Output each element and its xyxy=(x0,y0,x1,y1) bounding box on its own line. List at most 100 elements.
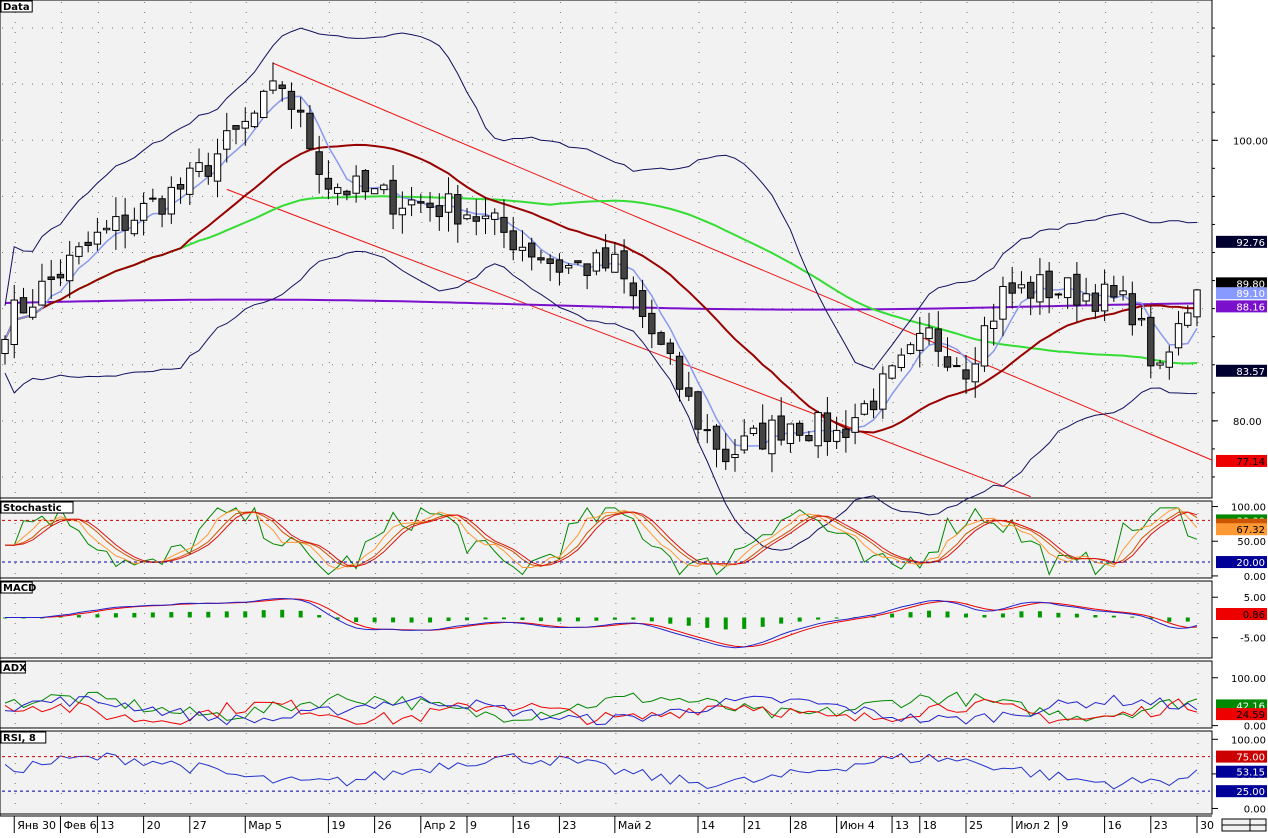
candle xyxy=(675,355,684,390)
value-label-box xyxy=(1216,523,1267,536)
candle xyxy=(121,214,129,231)
candle xyxy=(1174,323,1183,349)
value-label-text: 25.00 xyxy=(1236,787,1265,798)
candle xyxy=(906,344,915,355)
macd-histogram-bar xyxy=(538,617,543,622)
value-label-text: 88.16 xyxy=(1236,302,1265,313)
candle xyxy=(47,276,55,280)
candle xyxy=(444,193,453,213)
indicator-ytick-label: 0.00 xyxy=(1244,722,1266,733)
value-label-text: 67.32 xyxy=(1236,525,1265,536)
candle xyxy=(666,342,675,354)
indicator-ytick-label: 5.00 xyxy=(1244,593,1266,604)
x-tick-label: Фев 6 xyxy=(63,819,96,832)
x-tick-label: 23 xyxy=(1154,819,1168,832)
indicator-ytick-label: 100.00 xyxy=(1231,503,1266,514)
macd-histogram-bar xyxy=(686,617,691,626)
candle xyxy=(260,90,268,119)
candle xyxy=(287,90,296,110)
x-tick-label: 9 xyxy=(470,819,477,832)
candle xyxy=(851,417,859,433)
candle xyxy=(56,273,65,279)
macd-histogram-bar xyxy=(834,617,839,619)
macd-histogram-bar xyxy=(206,611,211,618)
x-tick-label: Июл 2 xyxy=(1015,819,1050,832)
candle xyxy=(731,454,739,459)
macd-histogram-bar xyxy=(317,615,322,618)
macd-histogram-bar xyxy=(705,617,710,628)
macd-histogram-bar xyxy=(1037,611,1042,618)
x-tick-label: 16 xyxy=(516,819,530,832)
value-label-box xyxy=(1216,556,1267,569)
panel-title-box xyxy=(0,581,33,594)
candle xyxy=(722,448,730,463)
candle xyxy=(601,247,610,269)
value-label-box xyxy=(1216,454,1267,467)
candle xyxy=(269,80,277,91)
value-label-text: 92.76 xyxy=(1236,238,1265,249)
candle xyxy=(860,403,869,415)
candle xyxy=(740,435,748,451)
x-tick-label: 9 xyxy=(1061,819,1068,832)
macd-histogram-bar xyxy=(1074,613,1079,618)
value-label-box xyxy=(1216,300,1267,313)
candle xyxy=(1184,312,1192,326)
macd-histogram-bar xyxy=(649,617,654,622)
x-tick-label: 30 xyxy=(1200,819,1214,832)
panel-title-box xyxy=(0,0,33,13)
candle xyxy=(712,425,721,450)
candle xyxy=(426,202,434,208)
candle xyxy=(278,84,286,89)
indicator-ytick-label: 0.00 xyxy=(1244,804,1266,815)
candle xyxy=(934,328,942,352)
candle xyxy=(925,327,933,340)
candle xyxy=(1008,282,1016,294)
candle xyxy=(472,216,480,222)
channel-upper-line xyxy=(272,62,1213,461)
value-label-box xyxy=(1216,364,1267,377)
macd-histogram-bar xyxy=(797,617,802,622)
indicator-ytick-label: 100.00 xyxy=(1231,735,1266,746)
macd-histogram-bar xyxy=(95,614,100,618)
candle xyxy=(703,429,711,432)
candle xyxy=(1110,284,1118,298)
candle xyxy=(250,112,259,128)
candle xyxy=(1054,293,1063,296)
x-tick-label: 18 xyxy=(923,819,937,832)
candle xyxy=(167,186,176,215)
candle xyxy=(916,332,924,351)
x-tick-label: 28 xyxy=(793,819,807,832)
candle xyxy=(971,363,979,383)
candle xyxy=(232,125,240,130)
value-label-box xyxy=(1216,287,1267,300)
candle xyxy=(204,165,212,177)
channel-lower-line xyxy=(226,188,1031,498)
macd-histogram-bar xyxy=(908,612,913,618)
candle xyxy=(352,175,360,194)
candle xyxy=(149,197,157,200)
candle xyxy=(223,130,231,150)
value-label-box xyxy=(1216,235,1267,248)
candle xyxy=(454,194,462,225)
candle xyxy=(694,391,702,430)
candle xyxy=(685,387,693,397)
macd-histogram-bar xyxy=(187,611,192,618)
panel-title-box xyxy=(0,661,26,674)
candle xyxy=(592,252,601,272)
macd-histogram-bar xyxy=(335,617,340,620)
value-label-text: 42.16 xyxy=(1236,701,1265,712)
candle xyxy=(361,170,370,193)
candle xyxy=(380,184,388,191)
value-label-text: 77.14 xyxy=(1236,457,1265,468)
candle xyxy=(611,253,619,273)
macd-histogram-bar xyxy=(612,617,617,620)
value-label-text: 89.10 xyxy=(1236,289,1265,300)
candle xyxy=(842,428,850,438)
candle xyxy=(795,422,804,436)
x-tick-label: 13 xyxy=(895,819,909,832)
candle xyxy=(186,167,194,195)
macd-histogram-bar xyxy=(150,612,155,618)
candle xyxy=(1026,281,1035,299)
adx-plus-di-line xyxy=(4,691,1198,723)
